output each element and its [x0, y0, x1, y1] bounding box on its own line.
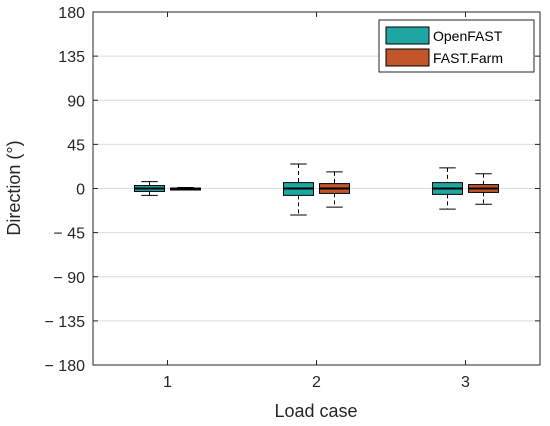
y-tick-label: − 90: [53, 270, 85, 287]
y-tick-label: 0: [76, 182, 85, 199]
x-axis-label: Load case: [274, 401, 357, 421]
legend-swatch-openfast: [385, 26, 430, 45]
legend-label-openfast: OpenFAST: [433, 28, 503, 44]
box-fast-farm-3: [468, 173, 499, 205]
y-axis-label: Direction (°): [4, 140, 24, 235]
y-axis-ticks: 180 135 90 45 0 − 45 − 90 − 135 − 180: [45, 5, 540, 375]
box-openfast-2: [283, 163, 314, 216]
x-axis-ticks: 1 2 3: [163, 12, 470, 391]
y-tick-label: 90: [67, 93, 85, 110]
y-tick-label: 45: [67, 137, 85, 154]
x-tick-label: 1: [163, 374, 172, 391]
y-tick-label: − 135: [45, 314, 86, 331]
y-tick-label: − 180: [45, 358, 86, 375]
legend: OpenFAST FAST.Farm: [378, 19, 535, 73]
x-tick-label: 3: [461, 374, 470, 391]
box-series: [134, 163, 499, 216]
box-openfast-3: [432, 167, 463, 210]
legend-label-fastfarm: FAST.Farm: [433, 50, 503, 66]
y-tick-label: 180: [58, 5, 85, 22]
box-fast-farm-1: [170, 187, 201, 191]
box-fast-farm-2: [319, 171, 350, 208]
x-tick-label: 2: [312, 374, 321, 391]
box-openfast-1: [134, 181, 165, 196]
legend-swatch-fastfarm: [385, 48, 430, 67]
y-tick-label: 135: [58, 49, 85, 66]
y-tick-label: − 45: [53, 226, 85, 243]
